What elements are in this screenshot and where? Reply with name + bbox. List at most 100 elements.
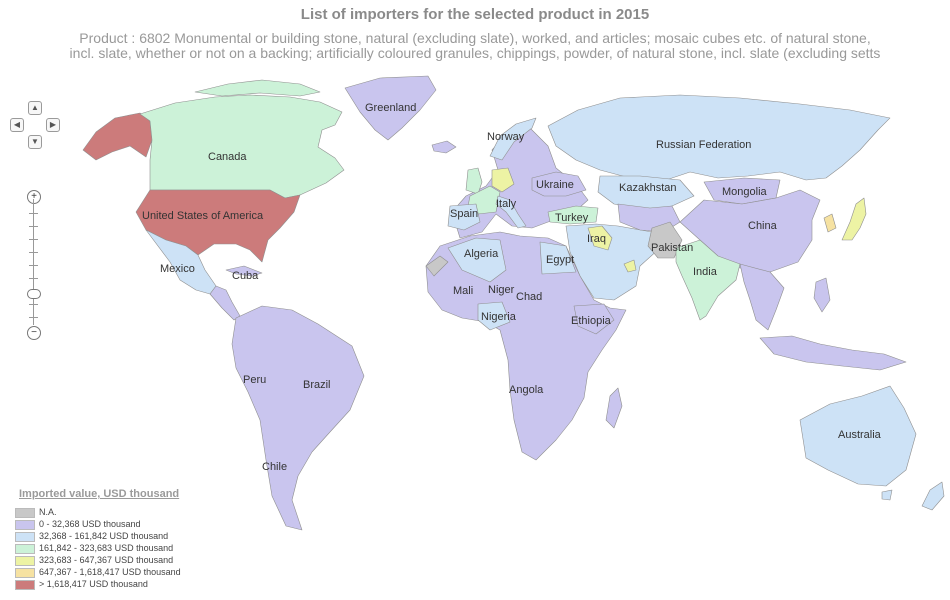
country-egypt[interactable]	[539, 241, 577, 275]
legend-swatch	[15, 555, 35, 566]
label-kazakhstan: Kazakhstan	[619, 182, 676, 194]
label-nigeria: Nigeria	[481, 311, 517, 323]
label-china: China	[748, 220, 778, 232]
pan-left-button[interactable]: ◀	[10, 118, 24, 132]
label-brazil: Brazil	[303, 379, 331, 391]
pan-right-button[interactable]: ▶	[46, 118, 60, 132]
country-spain[interactable]	[447, 203, 481, 231]
zoom-out-button[interactable]: −	[27, 326, 41, 340]
legend-label: N.A.	[39, 507, 57, 517]
country-madagascar[interactable]	[605, 387, 623, 429]
pan-up-button[interactable]: ▲	[28, 101, 42, 115]
legend-swatch	[15, 567, 35, 578]
zoom-slider-track[interactable]	[33, 199, 34, 325]
region-indonesia[interactable]	[759, 335, 907, 371]
zoom-in-button[interactable]: +	[27, 190, 41, 204]
region-southeast-asia[interactable]	[739, 263, 785, 331]
label-mali: Mali	[453, 285, 473, 297]
country-turkey[interactable]	[547, 205, 599, 225]
label-ethiopia: Ethiopia	[571, 315, 612, 327]
label-chad: Chad	[516, 291, 542, 303]
label-greenland: Greenland	[365, 102, 416, 114]
legend-swatch	[15, 507, 35, 518]
label-pakistan: Pakistan	[651, 242, 693, 254]
label-mexico: Mexico	[160, 263, 195, 275]
legend-item-na: N.A.	[15, 507, 57, 519]
label-algeria: Algeria	[464, 248, 499, 260]
zoom-tick	[29, 239, 38, 240]
zoom-tick	[29, 278, 38, 279]
legend-item-tier5: 647,367 - 1,618,417 USD thousand	[15, 567, 181, 579]
legend-item-tier4: 323,683 - 647,367 USD thousand	[15, 555, 173, 567]
country-iceland[interactable]	[431, 140, 457, 154]
country-algeria[interactable]	[447, 237, 507, 283]
pan-down-button[interactable]: ▼	[28, 135, 42, 149]
country-australia[interactable]	[799, 385, 917, 487]
map-title: List of importers for the selected produ…	[300, 6, 650, 23]
label-peru: Peru	[243, 374, 266, 386]
label-australia: Australia	[838, 429, 882, 441]
world-map[interactable]: Greenland Norway Russian Federation Cana…	[0, 60, 950, 540]
region-central-america[interactable]	[209, 285, 241, 321]
zoom-tick	[29, 317, 38, 318]
zoom-tick	[29, 226, 38, 227]
zoom-tick	[29, 265, 38, 266]
label-cuba: Cuba	[232, 270, 259, 282]
country-south-korea[interactable]	[823, 213, 837, 233]
country-ukraine[interactable]	[531, 171, 587, 197]
country-norway[interactable]	[489, 117, 537, 161]
label-angola: Angola	[509, 384, 544, 396]
country-alaska[interactable]	[82, 112, 153, 161]
country-japan[interactable]	[841, 197, 867, 241]
country-ethiopia[interactable]	[573, 303, 615, 335]
product-subtitle-line-2: incl. slate, whether or not on a backing…	[69, 45, 881, 61]
zoom-tick	[29, 213, 38, 214]
label-spain: Spain	[450, 208, 478, 220]
country-greenland[interactable]	[344, 75, 437, 141]
label-mongolia: Mongolia	[722, 186, 768, 198]
legend-item-tier1: 0 - 32,368 USD thousand	[15, 519, 141, 531]
country-canada[interactable]	[139, 94, 345, 199]
country-usa[interactable]	[135, 189, 301, 263]
label-ukraine: Ukraine	[536, 179, 574, 191]
region-philippines[interactable]	[813, 277, 831, 313]
label-iraq: Iraq	[587, 233, 606, 245]
region-south-america[interactable]	[231, 305, 365, 531]
country-uk[interactable]	[465, 167, 483, 195]
country-russia[interactable]	[547, 94, 891, 183]
country-italy[interactable]	[495, 195, 527, 229]
country-western-sahara[interactable]	[425, 255, 449, 277]
country-tasmania[interactable]	[881, 489, 893, 501]
zoom-tick	[29, 252, 38, 253]
country-pakistan[interactable]	[647, 221, 683, 259]
country-india[interactable]	[675, 239, 741, 321]
label-usa: United States of America	[142, 210, 264, 222]
legend-swatch	[15, 519, 35, 530]
legend-item-tier6: > 1,618,417 USD thousand	[15, 579, 148, 591]
country-uae[interactable]	[623, 259, 637, 273]
label-russia: Russian Federation	[656, 139, 751, 151]
legend-swatch	[15, 579, 35, 590]
legend-swatch	[15, 531, 35, 542]
legend-label: 32,368 - 161,842 USD thousand	[39, 531, 169, 541]
label-niger: Niger	[488, 284, 515, 296]
country-nigeria[interactable]	[477, 301, 511, 331]
country-iraq[interactable]	[587, 225, 613, 251]
label-italy: Italy	[496, 198, 517, 210]
region-arctic-islands[interactable]	[194, 79, 321, 97]
country-germany[interactable]	[491, 167, 515, 193]
region-africa[interactable]	[425, 231, 627, 461]
label-india: India	[693, 266, 718, 278]
label-norway: Norway	[487, 131, 525, 143]
country-cuba[interactable]	[225, 265, 263, 277]
legend-label: 323,683 - 647,367 USD thousand	[39, 555, 174, 565]
legend-title: Imported value, USD thousand	[19, 488, 180, 500]
legend-item-tier3: 161,842 - 323,683 USD thousand	[15, 543, 173, 555]
zoom-slider-handle[interactable]	[27, 289, 41, 299]
country-new-zealand[interactable]	[921, 481, 945, 511]
legend-label: 161,842 - 323,683 USD thousand	[39, 543, 174, 553]
legend-swatch	[15, 543, 35, 554]
label-chile: Chile	[262, 461, 287, 473]
product-subtitle-line-1: Product : 6802 Monumental or building st…	[79, 30, 871, 46]
legend-label: 0 - 32,368 USD thousand	[39, 519, 141, 529]
